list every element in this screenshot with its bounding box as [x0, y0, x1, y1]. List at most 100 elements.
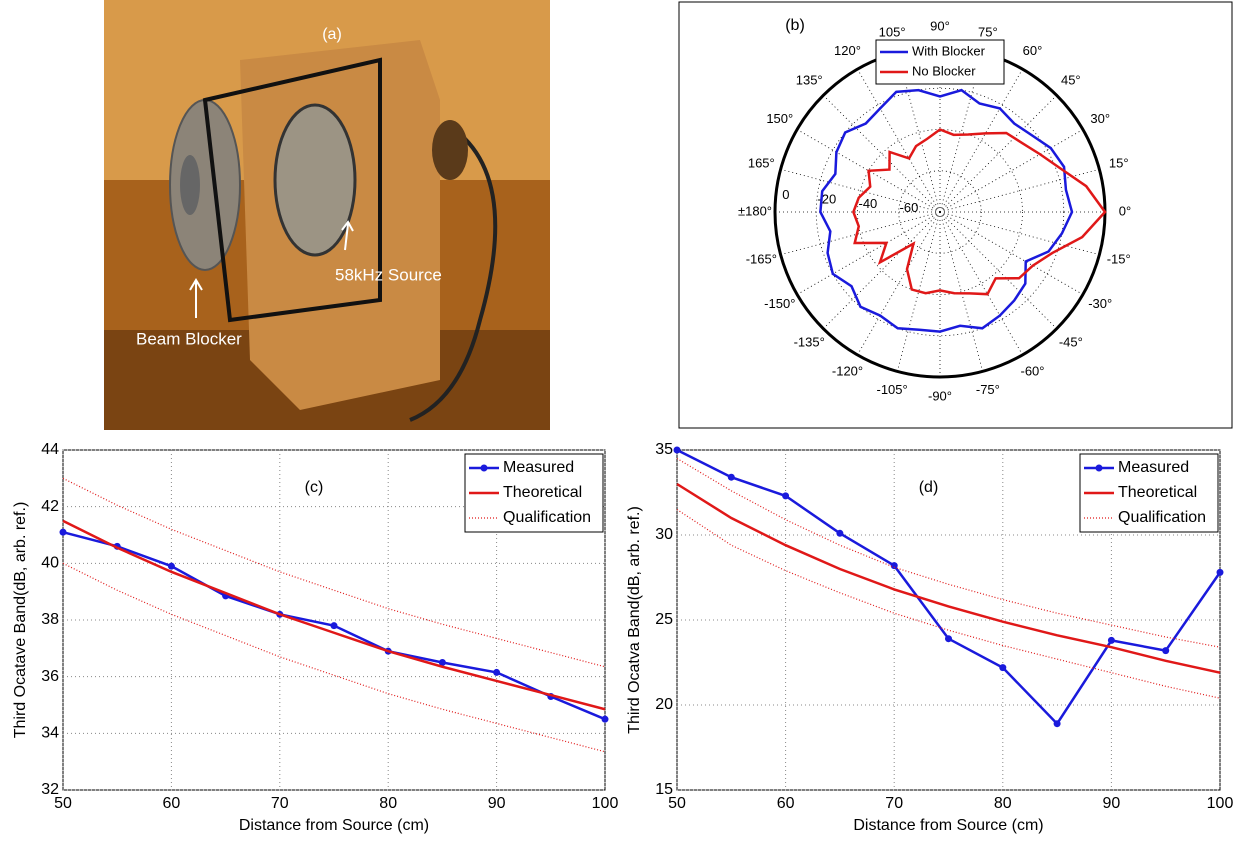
polar-frame [678, 1, 1233, 429]
x-tick-label: 80 [994, 795, 1012, 812]
x-tick-label: 70 [271, 795, 289, 812]
point [890, 562, 898, 570]
angle-label: 15° [1109, 156, 1129, 171]
angle-label: 30° [1090, 111, 1110, 126]
angle-label: -105° [877, 382, 908, 397]
polar-line [819, 88, 1074, 333]
spoke [939, 129, 1084, 213]
legend-label: With Blocker [912, 43, 986, 58]
arrow [344, 223, 349, 251]
cable [409, 128, 498, 422]
r-tick-label: 0 [782, 187, 789, 202]
point [601, 715, 609, 723]
legend-marker [1095, 464, 1103, 472]
y-tick-label: 44 [41, 441, 59, 458]
spoke [939, 168, 1100, 213]
y-tick-label: 38 [41, 611, 59, 628]
spoke [939, 211, 1100, 256]
angle-label: 120° [834, 43, 861, 58]
legend-box [875, 39, 1005, 85]
polar-line [852, 128, 1107, 296]
series-line [676, 457, 1221, 648]
angle-label: 135° [796, 73, 823, 88]
series-line [676, 482, 1221, 674]
angle-label: -45° [1059, 334, 1083, 349]
y-tick-label: 35 [655, 441, 673, 458]
y-tick-label: 25 [655, 611, 673, 628]
point [330, 622, 338, 630]
angle-label: -120° [832, 364, 863, 379]
spoke [823, 211, 941, 329]
y-axis-label: Third Ocatva Band(dB, arb. ref.) [626, 506, 643, 734]
ring [815, 87, 1065, 337]
panel-label: (b) [785, 17, 805, 34]
x-tick-label: 90 [1103, 795, 1121, 812]
legend-label: Qualification [503, 509, 591, 526]
y-tick-label: 20 [655, 696, 673, 713]
spoke [796, 211, 941, 295]
r-tick-label: -60 [900, 200, 919, 215]
x-axis-label: Distance from Source (cm) [853, 817, 1043, 834]
legend-marker [480, 464, 488, 472]
legend-label: No Blocker [912, 63, 976, 78]
ring [898, 170, 982, 254]
spoke [939, 68, 1023, 213]
x-tick-label: 80 [379, 795, 397, 812]
y-tick-label: 15 [655, 781, 673, 798]
point [1107, 636, 1115, 644]
r-tick-label: -40 [858, 196, 877, 211]
y-tick-label: 42 [41, 498, 59, 515]
point [167, 562, 175, 570]
point [782, 492, 790, 500]
point [1162, 647, 1170, 655]
x-tick-label: 90 [488, 795, 506, 812]
angle-label: 150° [766, 111, 793, 126]
angle-label: -135° [794, 334, 825, 349]
point [1053, 720, 1061, 728]
annotation: Beam Blocker [136, 329, 242, 348]
angle-label: -60° [1021, 364, 1045, 379]
x-tick-label: 50 [668, 795, 686, 812]
point [727, 473, 735, 481]
angle-label: -75° [976, 382, 1000, 397]
spoke [939, 211, 1084, 295]
legend-label: Measured [1118, 459, 1189, 476]
x-tick-label: 100 [1207, 795, 1234, 812]
angle-label: -90° [928, 388, 952, 403]
spoke [780, 211, 941, 256]
angle-label: -30° [1088, 296, 1112, 311]
x-tick-label: 60 [777, 795, 795, 812]
angle-label: -165° [746, 251, 777, 266]
angle-label: -15° [1107, 251, 1131, 266]
point [59, 528, 67, 536]
legend-label: Qualification [1118, 509, 1206, 526]
panel-label: (c) [305, 479, 324, 496]
y-axis-label: Third Ocatave Band(dB, arb. ref.) [12, 502, 29, 739]
source-disc [273, 103, 357, 257]
y-tick-label: 36 [41, 668, 59, 685]
angle-label: -150° [764, 296, 795, 311]
y-tick-label: 40 [41, 555, 59, 572]
point [438, 659, 446, 666]
angle-label: 90° [930, 18, 950, 33]
x-tick-label: 60 [163, 795, 181, 812]
legend-label: Measured [503, 459, 574, 476]
angle-label: 60° [1023, 43, 1043, 58]
panel-label: (d) [919, 479, 939, 496]
x-axis-label: Distance from Source (cm) [239, 817, 429, 834]
panel-label: (a) [322, 26, 342, 43]
point [999, 664, 1007, 672]
point [1216, 568, 1224, 576]
point [493, 668, 501, 676]
arrow-head [341, 220, 354, 232]
blocker-hub [180, 155, 200, 215]
x-tick-label: 50 [54, 795, 72, 812]
legend-label: Theoretical [503, 484, 582, 501]
angle-label: 165° [748, 156, 775, 171]
legend-label: Theoretical [1118, 484, 1197, 501]
point [673, 446, 681, 454]
angle-label: 0° [1119, 203, 1131, 218]
point [945, 635, 952, 643]
y-tick-label: 32 [41, 781, 59, 798]
